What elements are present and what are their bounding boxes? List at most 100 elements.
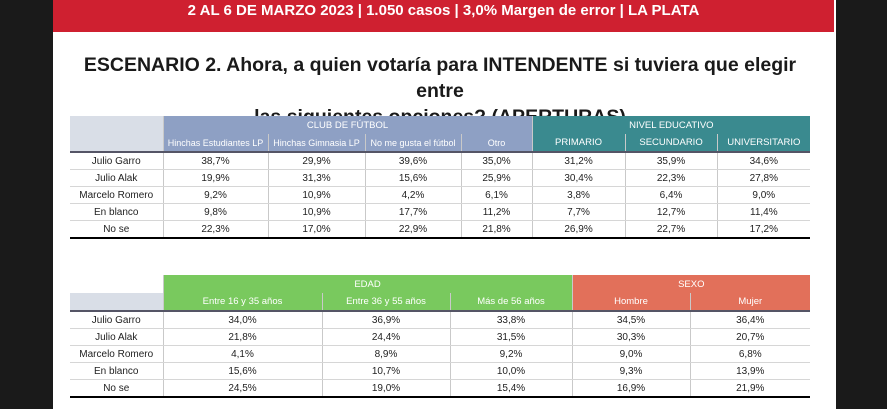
table-cell: 9,2%: [449, 345, 573, 363]
table-cell: 22,3%: [162, 220, 268, 239]
title-line-1: ESCENARIO 2. Ahora, a quien votaría para…: [83, 54, 797, 102]
table-cell: 3,8%: [531, 186, 626, 204]
row-label: En blanco: [70, 362, 163, 380]
group-header-sexo: SEXO: [571, 275, 811, 293]
col-header: Hinchas Gimnasia LP: [267, 134, 365, 152]
table-cell: 33,8%: [449, 311, 573, 329]
col-header: Más de 56 años: [449, 293, 573, 311]
table-cell: 19,9%: [162, 169, 268, 187]
table-cell: 34,5%: [571, 311, 691, 329]
table-cell: 12,7%: [624, 203, 718, 221]
table-cell: 11,4%: [716, 203, 811, 221]
row-label: Marcelo Romero: [70, 345, 163, 363]
table-cell: 4,2%: [364, 186, 461, 204]
corner-cell: [70, 293, 163, 311]
group-header-edad: EDAD: [162, 275, 573, 293]
table-cell: 34,6%: [716, 152, 811, 170]
table-cell: 21,9%: [689, 379, 811, 398]
table-cell: 22,9%: [364, 220, 461, 239]
table-cell: 31,2%: [531, 152, 626, 170]
survey-banner: 2 AL 6 DE MARZO 2023 | 1.050 casos | 3,0…: [53, 0, 834, 32]
table-row: Marcelo Romero 4,1% 8,9% 9,2% 9,0% 6,8%: [70, 345, 811, 363]
group-header-club: CLUB DE FÚTBOL: [162, 116, 533, 134]
table-cell: 26,9%: [531, 220, 626, 239]
table-cell: 13,9%: [689, 362, 811, 380]
col-header: Hinchas Estudiantes LP: [162, 134, 268, 152]
col-header: Mujer: [689, 293, 811, 311]
table-cell: 10,7%: [321, 362, 450, 380]
table-cell: 19,0%: [321, 379, 450, 398]
edad-sexo-table: EDAD SEXO Entre 16 y 35 años Entre 36 y …: [70, 275, 811, 398]
table-cell: 35,9%: [624, 152, 718, 170]
table-cell: 31,5%: [449, 328, 573, 346]
table-row: Julio Alak 21,8% 24,4% 31,5% 30,3% 20,7%: [70, 328, 811, 346]
table-cell: 9,0%: [571, 345, 691, 363]
table-cell: 8,9%: [321, 345, 450, 363]
col-header: Hombre: [571, 293, 691, 311]
table-cell: 36,4%: [689, 311, 811, 329]
table-cell: 35,0%: [460, 152, 533, 170]
row-label: Julio Alak: [70, 328, 163, 346]
table-cell: 17,0%: [267, 220, 365, 239]
corner-cell: [70, 116, 163, 134]
row-label: En blanco: [70, 203, 163, 221]
table-cell: 9,8%: [162, 203, 268, 221]
table-cell: 6,8%: [689, 345, 811, 363]
table-cell: 27,8%: [716, 169, 811, 187]
table-cell: 22,3%: [624, 169, 718, 187]
table-cell: 31,3%: [267, 169, 365, 187]
col-header: Entre 16 y 35 años: [162, 293, 322, 311]
col-header: Otro: [460, 134, 533, 152]
corner-cell: [70, 275, 163, 293]
table-row: Marcelo Romero 9,2% 10,9% 4,2% 6,1% 3,8% 6,4% 9…: [70, 186, 811, 204]
table-cell: 21,8%: [162, 328, 322, 346]
table-cell: 25,9%: [460, 169, 533, 187]
row-label: Julio Garro: [70, 152, 163, 170]
table-cell: 17,2%: [716, 220, 811, 239]
corner-cell: [70, 134, 163, 152]
table-cell: 39,6%: [364, 152, 461, 170]
row-label: No se: [70, 220, 163, 239]
table-cell: 10,9%: [267, 203, 365, 221]
col-header: SECUNDARIO: [624, 134, 718, 152]
table-cell: 36,9%: [321, 311, 450, 329]
table-cell: 4,1%: [162, 345, 322, 363]
table-cell: 7,7%: [531, 203, 626, 221]
table-cell: 17,7%: [364, 203, 461, 221]
row-label: Marcelo Romero: [70, 186, 163, 204]
table-cell: 9,2%: [162, 186, 268, 204]
table-row: No se 22,3% 17,0% 22,9% 21,8% 26,9% 22,7% 17,2%: [70, 220, 811, 239]
table-cell: 6,4%: [624, 186, 718, 204]
table-cell: 10,9%: [267, 186, 365, 204]
row-label: No se: [70, 379, 163, 398]
table-cell: 24,4%: [321, 328, 450, 346]
col-header: PRIMARIO: [531, 134, 626, 152]
table-cell: 15,4%: [449, 379, 573, 398]
table-cell: 6,1%: [460, 186, 533, 204]
table-row: Julio Alak 19,9% 31,3% 15,6% 25,9% 30,4% 22,3%…: [70, 169, 811, 187]
table-cell: 30,3%: [571, 328, 691, 346]
table-cell: 29,9%: [267, 152, 365, 170]
table-cell: 15,6%: [364, 169, 461, 187]
club-nivel-table: CLUB DE FÚTBOL NIVEL EDUCATIVO Hinchas E…: [70, 116, 811, 239]
table-row: Julio Garro 38,7% 29,9% 39,6% 35,0% 31,2% 35,9…: [70, 152, 811, 170]
table-cell: 15,6%: [162, 362, 322, 380]
table-cell: 16,9%: [571, 379, 691, 398]
table-row: No se 24,5% 19,0% 15,4% 16,9% 21,9%: [70, 379, 811, 398]
col-header: Entre 36 y 55 años: [321, 293, 450, 311]
table-cell: 9,0%: [716, 186, 811, 204]
table-row: En blanco 9,8% 10,9% 17,7% 11,2% 7,7% 12,7% 11,…: [70, 203, 811, 221]
table-cell: 22,7%: [624, 220, 718, 239]
row-label: Julio Garro: [70, 311, 163, 329]
table-cell: 11,2%: [460, 203, 533, 221]
table-cell: 21,8%: [460, 220, 533, 239]
row-label: Julio Alak: [70, 169, 163, 187]
table-cell: 20,7%: [689, 328, 811, 346]
table-cell: 30,4%: [531, 169, 626, 187]
table-row: Julio Garro 34,0% 36,9% 33,8% 34,5% 36,4%: [70, 311, 811, 329]
table-cell: 38,7%: [162, 152, 268, 170]
table-cell: 9,3%: [571, 362, 691, 380]
col-header: UNIVERSITARIO: [716, 134, 811, 152]
table-cell: 24,5%: [162, 379, 322, 398]
table-cell: 10,0%: [449, 362, 573, 380]
